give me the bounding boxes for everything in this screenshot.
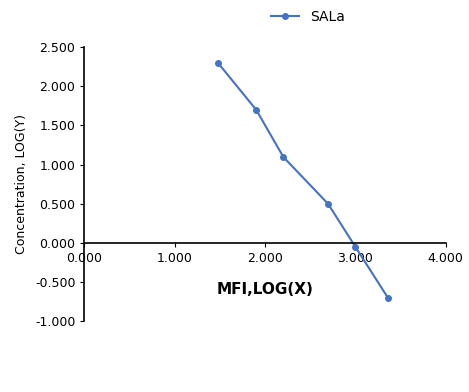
Line: SALa: SALa — [215, 60, 391, 301]
SALa — [385, 296, 391, 300]
Legend: SALa: SALa — [266, 5, 351, 30]
SALa — [325, 201, 331, 206]
X-axis label: MFI,LOG(X): MFI,LOG(X) — [217, 282, 313, 297]
SALa — [352, 244, 358, 249]
SALa — [280, 155, 286, 160]
SALa — [215, 60, 220, 65]
SALa — [253, 107, 259, 112]
Y-axis label: Concentration, LOG(Y): Concentration, LOG(Y) — [15, 114, 28, 254]
